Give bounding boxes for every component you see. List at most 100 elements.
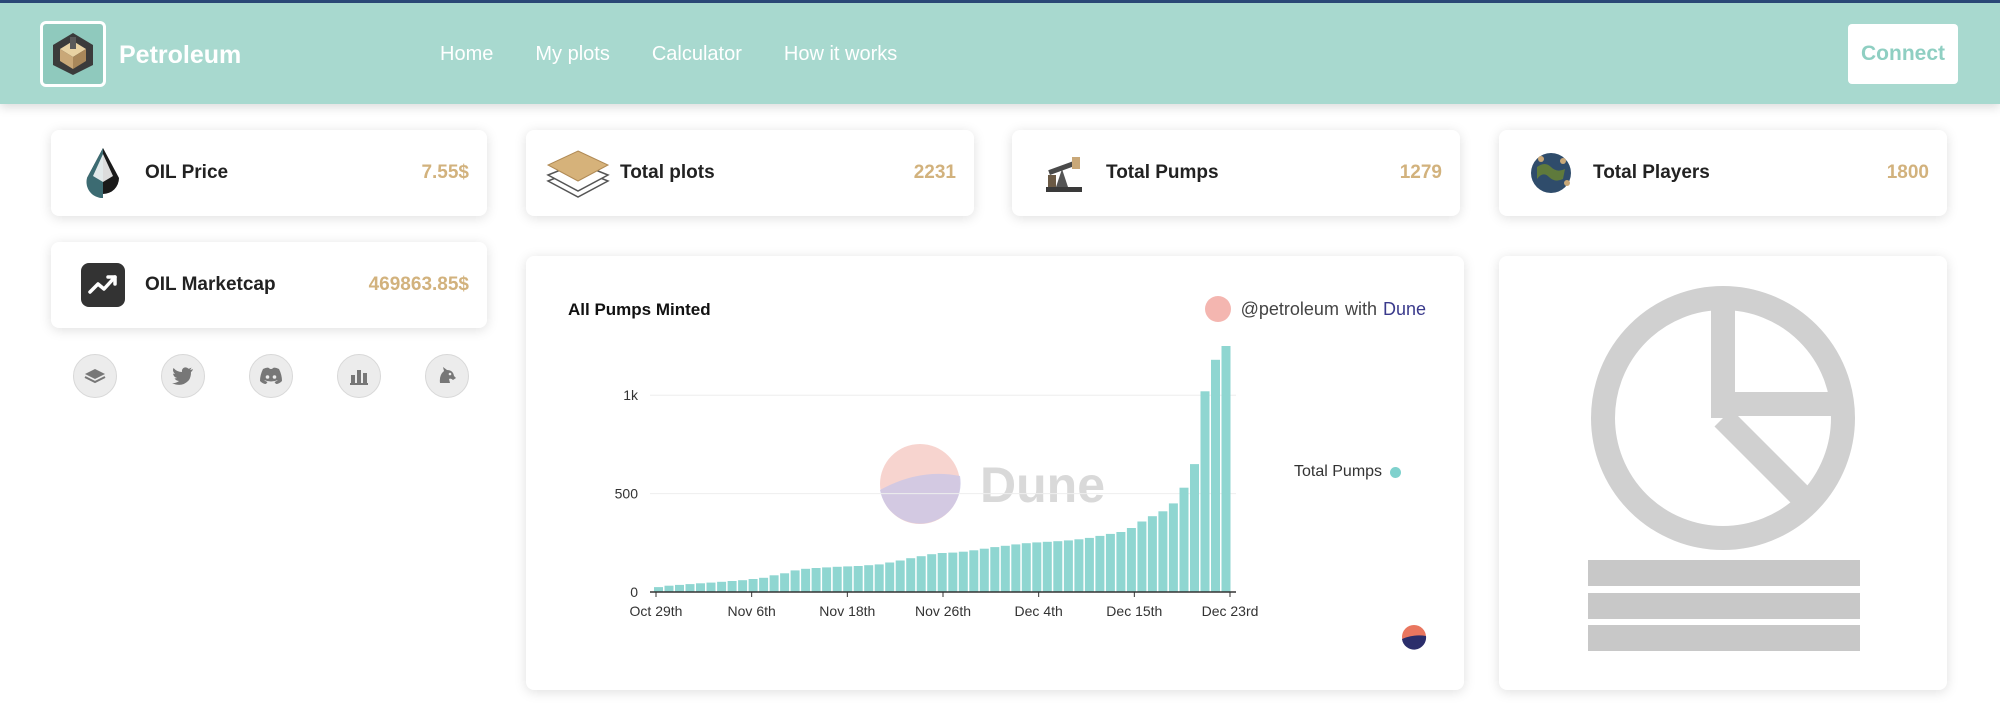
chart-bar[interactable]	[780, 573, 790, 592]
unicorn-icon[interactable]	[425, 354, 469, 398]
pump-jack-icon	[1032, 145, 1096, 201]
credit-handle: @petroleum	[1240, 298, 1339, 319]
nav-calculator[interactable]: Calculator	[651, 43, 742, 65]
chart-bar[interactable]	[1200, 391, 1210, 592]
chart-bar[interactable]	[843, 566, 853, 592]
chart-bar[interactable]	[696, 583, 705, 592]
social-links	[73, 354, 469, 398]
chart-bar[interactable]	[1074, 539, 1084, 592]
main-nav: Home My plots Calculator How it works	[440, 43, 897, 66]
pie-chart-placeholder-icon	[1591, 286, 1855, 550]
bar-chart-icon[interactable]	[337, 354, 381, 398]
chart-bar[interactable]	[927, 554, 937, 592]
chart-bar[interactable]	[1032, 542, 1042, 592]
chart-bar[interactable]	[1168, 503, 1178, 592]
chart-bar[interactable]	[769, 575, 779, 592]
chart-bar[interactable]	[759, 577, 769, 592]
logo-icon	[53, 33, 93, 75]
discord-icon[interactable]	[249, 354, 293, 398]
legend-dot	[1390, 466, 1402, 478]
dune-watermark: Dune	[880, 444, 1105, 524]
chart-bar[interactable]	[948, 552, 958, 592]
chart-bar[interactable]	[1116, 532, 1126, 592]
chart-bar[interactable]	[1211, 359, 1220, 592]
total-plots-label: Total plots	[620, 162, 715, 183]
book-icon[interactable]	[73, 354, 117, 398]
nav-home[interactable]: Home	[440, 43, 494, 65]
chart-bar[interactable]	[1000, 545, 1010, 592]
chart-bar[interactable]	[990, 547, 1000, 592]
chart-bar[interactable]	[853, 566, 863, 592]
chart-bar[interactable]	[738, 580, 748, 592]
chart-bar[interactable]	[874, 564, 884, 592]
chart-bar[interactable]	[1137, 521, 1147, 593]
pumps-bar-chart: Dune 0 500 1k Oct 29th Nov 6th Nov 18th Nov 26…	[615, 346, 1259, 619]
chart-bar[interactable]	[1147, 516, 1157, 592]
total-pumps-label: Total Pumps	[1106, 162, 1219, 183]
chart-bar[interactable]	[1084, 537, 1094, 592]
nav-how-it-works[interactable]: How it works	[783, 43, 898, 65]
chart-bar[interactable]	[832, 566, 842, 592]
chart-bar[interactable]	[1021, 543, 1031, 592]
chart-bar[interactable]	[885, 562, 895, 593]
dune-avatar-icon	[1204, 296, 1231, 322]
chart-bar[interactable]	[979, 548, 989, 592]
chart-bar[interactable]	[790, 570, 800, 592]
chart-credit[interactable]: @petroleum with Dune	[1204, 296, 1426, 322]
chart-bar[interactable]	[1053, 541, 1063, 592]
chart-bar[interactable]	[822, 567, 832, 592]
chart-bar[interactable]	[895, 560, 905, 593]
chart-bar[interactable]	[1063, 540, 1073, 592]
chart-bar[interactable]	[1042, 541, 1052, 592]
chart-bar[interactable]	[1095, 535, 1105, 592]
chart-bar[interactable]	[675, 584, 684, 592]
watermark-circle-bottom	[880, 473, 961, 524]
oil-price-label: OIL Price	[145, 162, 229, 183]
app-title[interactable]: Petroleum	[119, 41, 242, 69]
oil-drop-icon	[71, 145, 135, 201]
placeholder-bar	[1588, 593, 1860, 619]
chart-bar[interactable]	[1105, 533, 1115, 592]
chart-bar[interactable]	[748, 579, 758, 592]
credit-brand-link[interactable]: Dune	[1382, 298, 1426, 319]
chart-bar[interactable]	[906, 558, 916, 592]
total-players-label: Total Players	[1593, 162, 1710, 183]
chart-bar[interactable]	[1011, 544, 1021, 592]
total-pumps-value: 1279	[1399, 162, 1442, 183]
chart-bar[interactable]	[801, 568, 811, 592]
chart-bar[interactable]	[727, 581, 737, 592]
chart-bar[interactable]	[811, 568, 821, 592]
chart-bar[interactable]	[864, 565, 874, 592]
oil-price-value: 7.55$	[421, 162, 469, 183]
chart-bar[interactable]	[916, 556, 926, 592]
total-plots-value: 2231	[913, 162, 956, 183]
twitter-icon[interactable]	[161, 354, 205, 398]
connect-button[interactable]: Connect	[1848, 24, 1958, 84]
chart-bar[interactable]	[1221, 346, 1231, 592]
chart-bar[interactable]	[1126, 528, 1136, 592]
chart-bar[interactable]	[1179, 487, 1189, 592]
loading-placeholder-card	[1499, 256, 1947, 690]
chart-bar[interactable]	[664, 585, 674, 592]
total-players-value: 1800	[1886, 162, 1929, 183]
x-tick-label: Nov 6th	[728, 603, 776, 619]
chart-bar[interactable]	[685, 584, 695, 592]
oil-price-card: OIL Price 7.55$	[51, 130, 487, 216]
chart-bar[interactable]	[654, 587, 663, 592]
chart-legend[interactable]: Total Pumps	[1294, 463, 1402, 481]
chart-bar[interactable]	[706, 582, 716, 592]
x-tick-label: Dec 15th	[1106, 603, 1162, 619]
credit-with: with	[1344, 298, 1377, 319]
nav-my-plots[interactable]: My plots	[535, 43, 610, 65]
chart-bar[interactable]	[958, 551, 968, 592]
app-logo[interactable]	[40, 21, 106, 87]
dune-chart-card: All Pumps Minted @petroleum with Dune Du…	[526, 256, 1464, 690]
chart-bar[interactable]	[1158, 511, 1168, 592]
chart-bar[interactable]	[937, 553, 947, 592]
dune-badge-icon[interactable]	[1401, 624, 1427, 650]
chart-bar[interactable]	[969, 550, 979, 592]
globe-icon	[1519, 145, 1583, 201]
x-tick-label: Dec 23rd	[1202, 603, 1259, 619]
chart-bar[interactable]	[717, 581, 727, 592]
chart-bar[interactable]	[1190, 464, 1199, 592]
